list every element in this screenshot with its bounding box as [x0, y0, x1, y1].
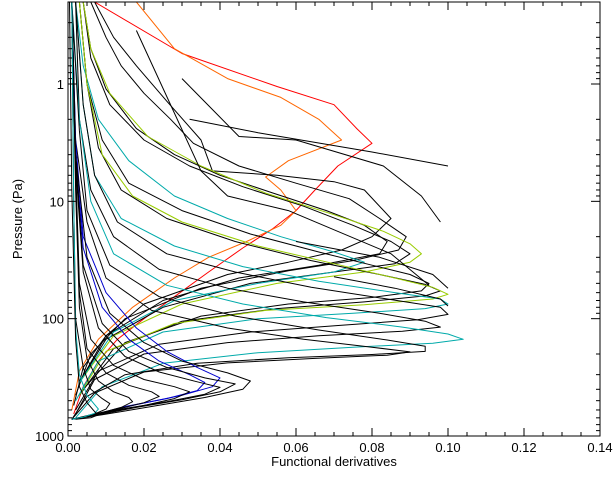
x-tick-label: 0.02 [131, 440, 156, 455]
series-line-12 [75, 2, 449, 401]
series-line-14 [75, 2, 441, 415]
series-line-16 [71, 2, 426, 420]
series-line-3 [73, 2, 392, 406]
x-tick-label: 0.08 [359, 440, 384, 455]
x-axis-ticks: 0.00 0.02 0.04 0.06 0.08 0.10 0.12 0.14 [55, 2, 613, 455]
x-tick-label: 0.00 [55, 440, 80, 455]
x-tick-label: 0.04 [207, 440, 232, 455]
series-line-7 [78, 2, 422, 383]
series-line-33 [333, 276, 449, 307]
series-line-28 [69, 2, 99, 420]
y-axis-label: Pressure (Pa) [10, 179, 25, 259]
series-line-20 [71, 2, 251, 420]
series-line-15 [71, 2, 464, 419]
y-tick-label: 10 [50, 194, 64, 209]
series-line-17 [71, 2, 411, 420]
series-line-6 [78, 2, 411, 383]
series-line-9 [78, 2, 430, 390]
x-tick-label: 0.14 [587, 440, 612, 455]
series-line-27 [71, 2, 99, 420]
series-line-4 [75, 2, 407, 396]
x-axis-label: Functional derivatives [271, 454, 397, 469]
y-axis-ticks: 1 10 100 1000 [35, 1, 600, 444]
series-line-31 [189, 118, 449, 167]
x-tick-label: 0.06 [283, 440, 308, 455]
series-line-8 [75, 2, 365, 383]
series-line-29 [135, 30, 430, 286]
series-line-10 [78, 2, 441, 396]
y-tick-label: 1000 [35, 429, 64, 444]
y-tick-label: 1 [57, 77, 64, 92]
series-line-32 [295, 241, 449, 289]
series-line-22 [71, 2, 221, 420]
series-line-5 [78, 2, 388, 383]
series-line-30 [181, 78, 441, 223]
series-line-1 [73, 2, 373, 415]
series-line-19 [71, 2, 206, 420]
series-line-11 [78, 2, 449, 396]
series-line-25 [71, 2, 134, 420]
x-tick-label: 0.12 [511, 440, 536, 455]
series-line-13 [75, 2, 449, 411]
series-lines [69, 2, 464, 420]
y-tick-label: 100 [42, 312, 64, 327]
x-tick-label: 0.10 [435, 440, 460, 455]
